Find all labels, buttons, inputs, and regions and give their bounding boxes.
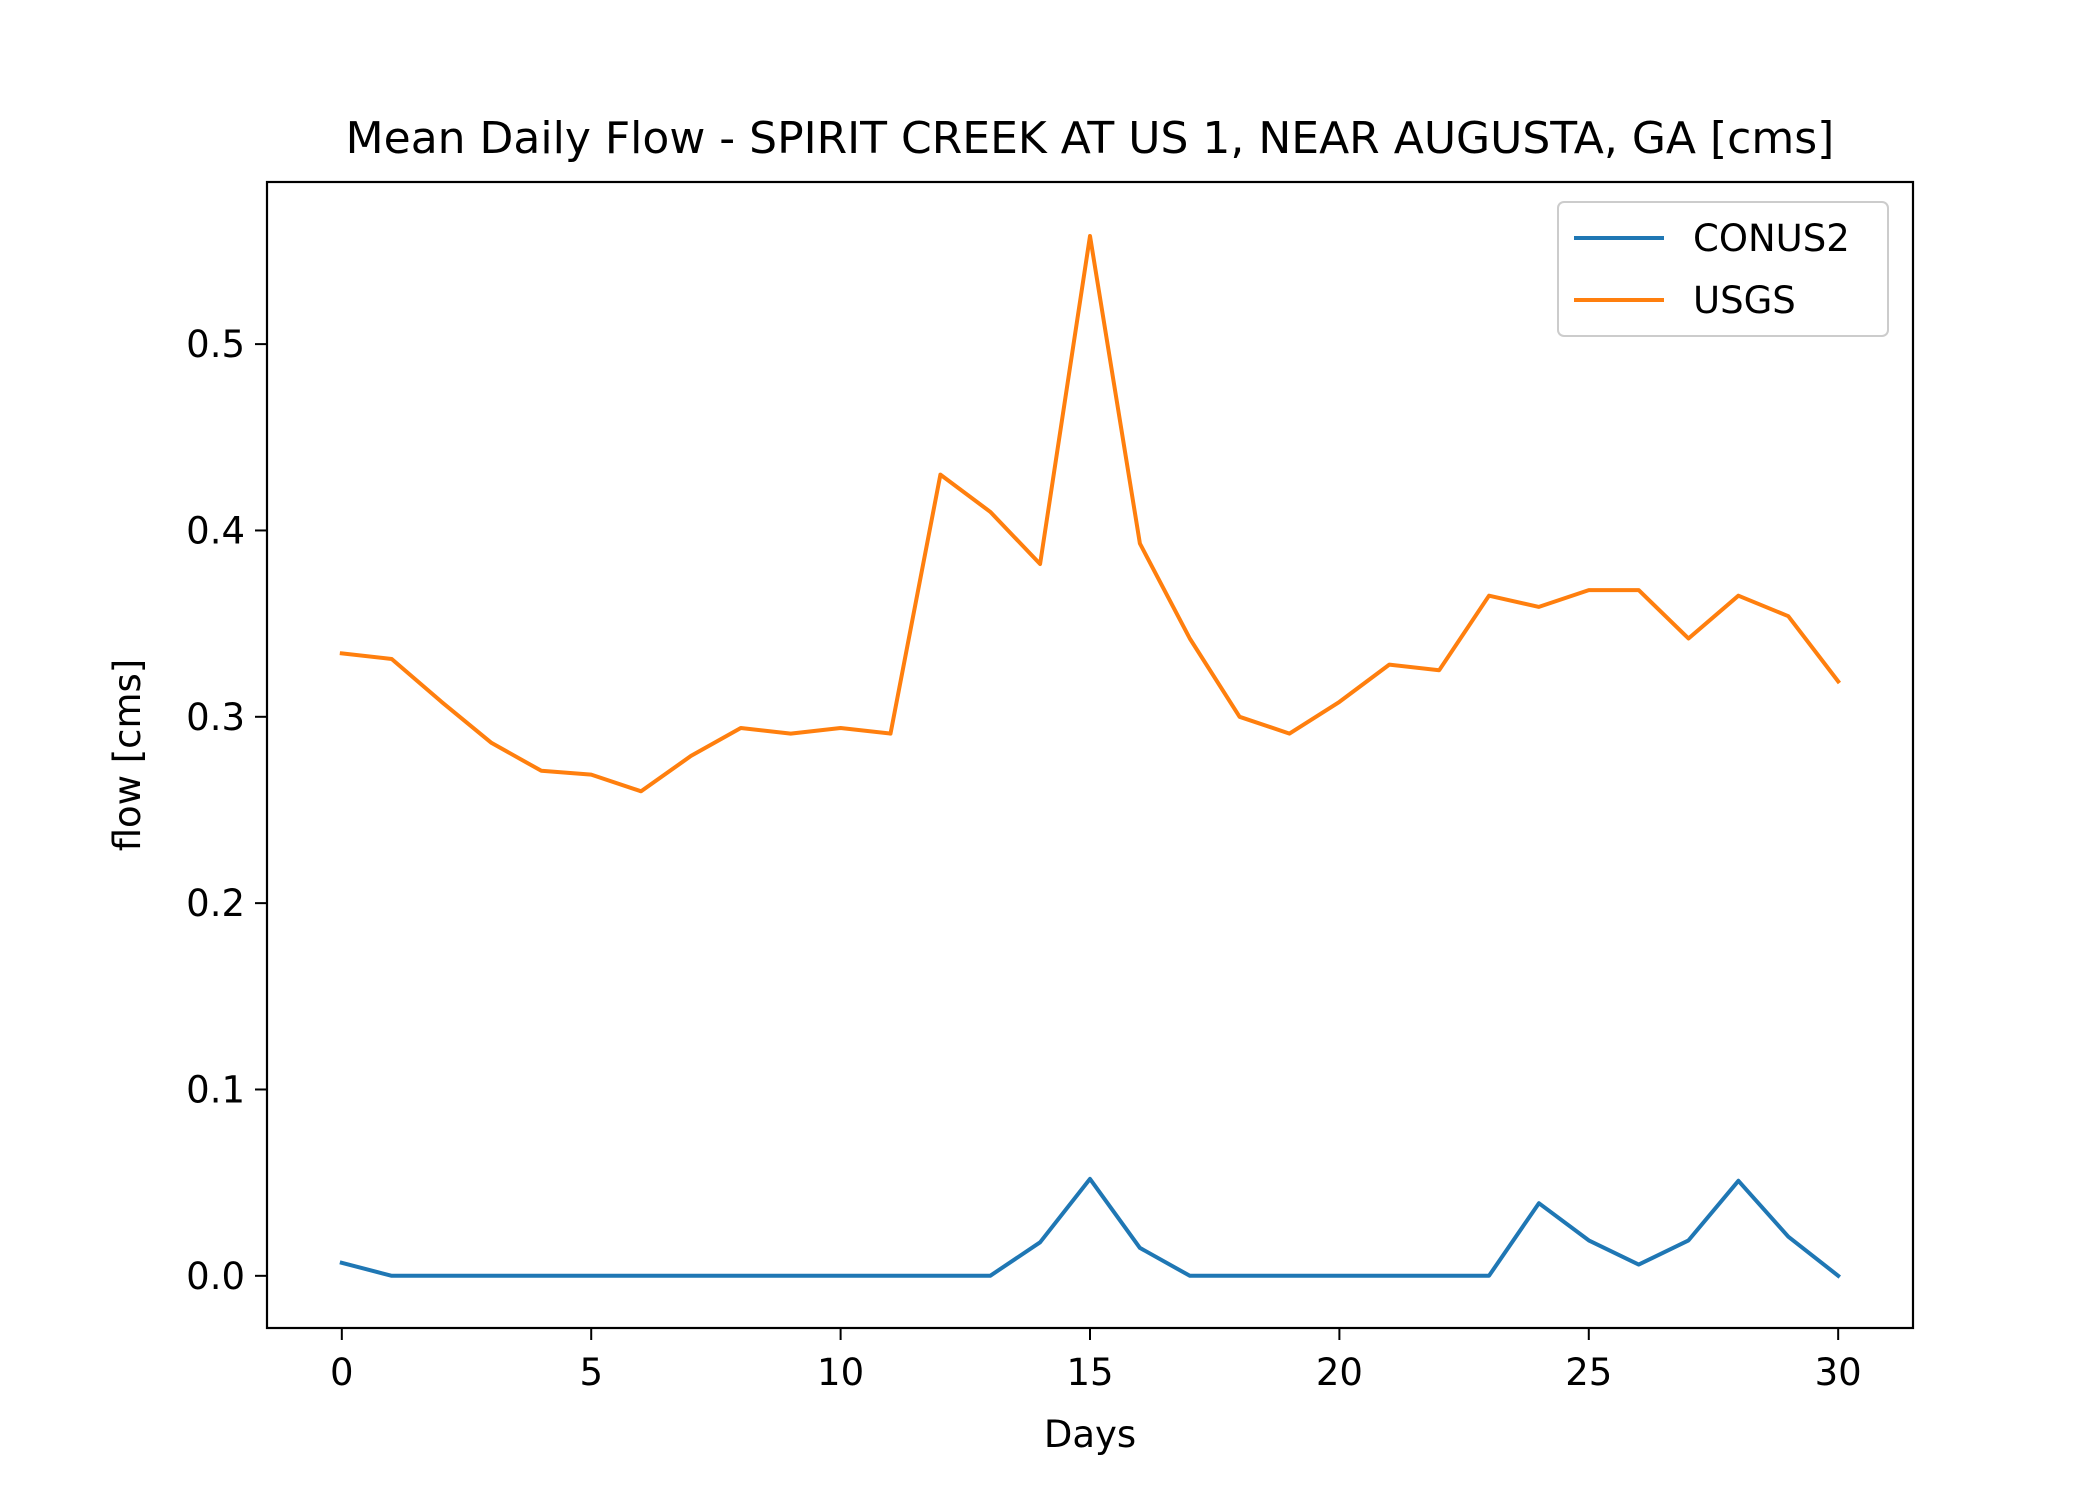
y-tick-label: 0.0 [186,1255,245,1298]
x-tick-label: 5 [579,1351,603,1394]
y-tick-label: 0.3 [186,696,245,739]
legend-box [1557,201,1889,337]
legend-label-usgs: USGS [1693,279,1796,322]
legend: CONUS2 USGS [1557,201,1889,337]
chart-title: Mean Daily Flow - SPIRIT CREEK AT US 1, … [346,113,1835,164]
y-tick-label: 0.4 [186,509,245,552]
x-tick-label: 0 [330,1351,354,1394]
y-tick-label: 0.5 [186,323,245,366]
y-axis-label: flow [cms] [106,659,149,852]
x-tick-label: 20 [1316,1351,1363,1394]
x-tick-label: 30 [1815,1351,1862,1394]
x-axis-label: Days [1044,1413,1136,1456]
y-tick-label: 0.1 [186,1068,245,1111]
series-line-conus2 [339,1176,1842,1279]
y-tick-label: 0.2 [186,882,245,925]
plot-area: 0 5 10 15 20 25 30 0.0 0.1 0.2 0.3 0.4 0.5 [186,180,1915,1394]
legend-label-conus2: CONUS2 [1693,217,1850,260]
x-tick-label: 15 [1066,1351,1113,1394]
series-line-usgs [339,234,1842,794]
x-tick-label: 25 [1565,1351,1612,1394]
x-tick-label: 10 [817,1351,864,1394]
